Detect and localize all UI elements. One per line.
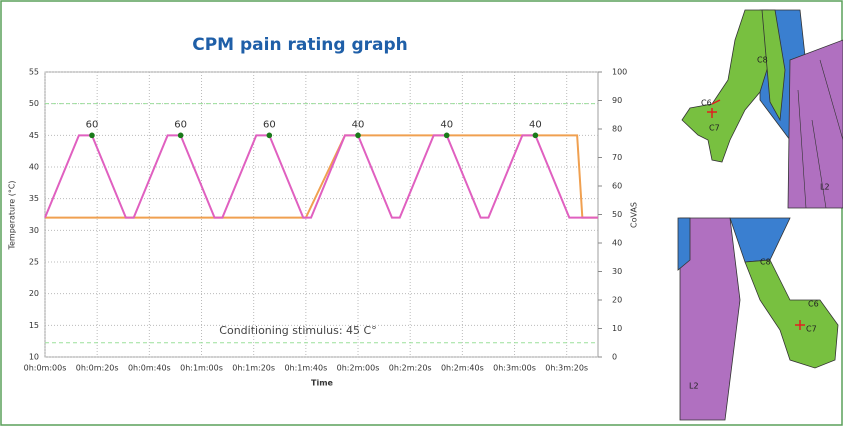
rating-dot xyxy=(444,133,450,139)
figure-label: C8 xyxy=(757,56,768,65)
figure-label: C7 xyxy=(806,325,817,334)
x-tick-label: 0h:3m:20s xyxy=(545,364,588,373)
figure-label: C8 xyxy=(760,258,771,267)
y2-tick-label: 50 xyxy=(612,210,622,219)
dermatome-bottom: C8 C6 C7 L2 xyxy=(678,218,838,420)
figure-label: L2 xyxy=(689,382,699,391)
rating-dot xyxy=(178,133,184,139)
x-tick-label: 0h:0m:00s xyxy=(24,364,67,373)
rating-label: 60 xyxy=(86,119,99,130)
x-tick-label: 0h:2m:20s xyxy=(389,364,432,373)
y-tick-label: 30 xyxy=(29,226,39,235)
x-tick-label: 0h:1m:20s xyxy=(232,364,275,373)
figure-label: C6 xyxy=(701,99,712,108)
rating-label: 40 xyxy=(352,119,365,130)
x-axis-label: Time xyxy=(311,379,334,388)
y-tick-label: 55 xyxy=(29,68,39,77)
y2-tick-label: 30 xyxy=(612,267,622,276)
y-tick-label: 40 xyxy=(29,163,39,172)
x-tick-label: 0h:0m:20s xyxy=(76,364,119,373)
x-tick-label: 0h:3m:00s xyxy=(493,364,536,373)
x-tick-label: 0h:2m:00s xyxy=(337,364,380,373)
y2-tick-label: 20 xyxy=(612,296,622,305)
y2-tick-label: 60 xyxy=(612,182,622,191)
line xyxy=(45,135,598,217)
y-axis-label: Temperature (°C) xyxy=(8,180,17,250)
figure-label: L2 xyxy=(820,183,830,192)
rating-dot xyxy=(355,133,361,139)
y-tick-label: 50 xyxy=(29,99,39,108)
rating-label: 40 xyxy=(529,119,542,130)
screenshot: CPM pain rating graph Temperature (°C) C… xyxy=(0,0,843,426)
dermatome-top: C8 C6 C7 L2 xyxy=(682,10,843,208)
chart-title: CPM pain rating graph xyxy=(192,35,408,55)
rating-label: 60 xyxy=(263,119,276,130)
y2-tick-label: 80 xyxy=(612,125,622,134)
y-tick-label: 15 xyxy=(29,321,39,330)
annotation: Conditioning stimulus: 45 C° xyxy=(219,324,376,337)
x-tick-label: 0h:0m:40s xyxy=(128,364,171,373)
y2-tick-label: 0 xyxy=(612,353,617,362)
figure-label: C7 xyxy=(709,124,720,133)
y2-axis-label: CoVAS xyxy=(630,202,639,228)
y2-tick-label: 90 xyxy=(612,96,622,105)
line xyxy=(45,135,598,217)
x-tick-label: 0h:1m:00s xyxy=(180,364,223,373)
y2-tick-label: 70 xyxy=(612,153,622,162)
y-tick-label: 25 xyxy=(29,258,39,267)
rating-dot xyxy=(533,133,539,139)
figure-label: C6 xyxy=(808,300,819,309)
rating-label: 40 xyxy=(440,119,453,130)
plot-area xyxy=(45,72,598,357)
y-tick-label: 45 xyxy=(29,131,39,140)
y-tick-label: 20 xyxy=(29,289,39,298)
y-tick-label: 10 xyxy=(29,353,39,362)
x-tick-label: 0h:2m:40s xyxy=(441,364,484,373)
y-tick-label: 35 xyxy=(29,194,39,203)
y2-tick-label: 10 xyxy=(612,324,622,333)
rating-label: 60 xyxy=(174,119,187,130)
chart: CPM pain rating graph Temperature (°C) C… xyxy=(0,0,843,426)
x-tick-label: 0h:1m:40s xyxy=(284,364,327,373)
rating-dot xyxy=(89,133,95,139)
y2-tick-label: 100 xyxy=(612,68,627,77)
y2-tick-label: 40 xyxy=(612,239,622,248)
rating-dot xyxy=(267,133,273,139)
